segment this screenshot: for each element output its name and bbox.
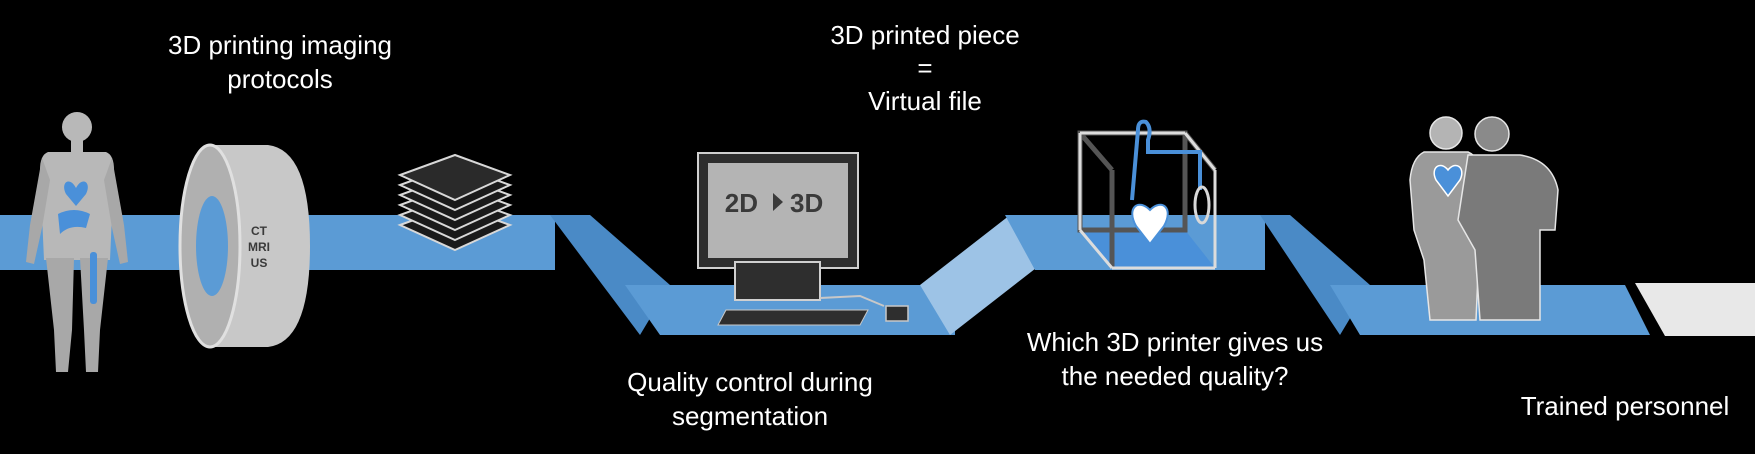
label-printed-piece-line-2: = [917, 53, 933, 83]
label-printed-piece-line-3: Virtual file [868, 86, 982, 116]
left-leg [46, 258, 74, 372]
label-printed-piece-line-1: 3D printed piece [830, 20, 1020, 50]
heart-icon [64, 181, 88, 206]
label-printer-quality-line-2: the needed quality? [1061, 361, 1289, 391]
person-2-body [1457, 154, 1559, 321]
human-body-figure [26, 112, 128, 372]
scanner-modality-mri: MRI [248, 240, 270, 254]
right-leg [80, 258, 108, 372]
scanner-bore [196, 196, 228, 296]
label-trained-personnel: Trained personnel [1505, 389, 1745, 423]
label-trained-personnel-line: Trained personnel [1520, 391, 1730, 421]
printed-heart-icon [1131, 203, 1169, 246]
label-printer-quality-line-1: Which 3D printer gives us [1026, 327, 1324, 357]
monitor-screen [708, 163, 848, 258]
ribbon-end-segment [1635, 283, 1755, 336]
label-imaging-protocols: 3D printing imaging protocols [150, 28, 410, 96]
monitor-text-3d: 3D [790, 188, 823, 218]
label-quality-control: Quality control during segmentation [600, 365, 900, 433]
label-imaging-protocols-line-2: protocols [227, 64, 333, 94]
mouse-cable [819, 294, 885, 307]
trained-personnel-figures [1409, 116, 1559, 321]
held-heart-icon [1433, 164, 1463, 198]
label-quality-control-line-2: segmentation [671, 401, 829, 431]
filament-spool-icon [1193, 185, 1211, 225]
neck [71, 140, 83, 152]
ribbon-fold-up-1 [920, 215, 1040, 335]
scanner-device: CT MRI US [178, 143, 310, 349]
mouse-icon [885, 305, 909, 322]
right-arm [104, 158, 128, 264]
triangle-right-icon [773, 193, 783, 211]
liver-icon [58, 210, 90, 234]
keyboard-icon [717, 309, 869, 326]
scanner-modality-ct: CT [251, 224, 268, 238]
monitor-text-2d: 2D [725, 188, 758, 218]
left-arm [26, 158, 50, 264]
3d-printer-icon [1077, 119, 1217, 270]
computer-base [734, 261, 821, 301]
image-slices-stack-icon [397, 153, 513, 252]
torso [40, 152, 114, 260]
person-2-head [1474, 116, 1510, 152]
printer-frame-front [1078, 131, 1217, 270]
person-1-head [1429, 116, 1463, 150]
filament-icon [1130, 119, 1202, 201]
label-printed-piece: 3D printed piece = Virtual file [800, 19, 1050, 118]
bone-icon [90, 252, 97, 304]
head [62, 112, 92, 142]
scanner-modality-us: US [251, 256, 268, 270]
computer-workstation: 2D 3D [697, 152, 909, 326]
label-quality-control-line-1: Quality control during [627, 367, 873, 397]
label-imaging-protocols-line-1: 3D printing imaging [167, 30, 392, 60]
label-printer-quality: Which 3D printer gives us the needed qua… [1000, 325, 1350, 393]
